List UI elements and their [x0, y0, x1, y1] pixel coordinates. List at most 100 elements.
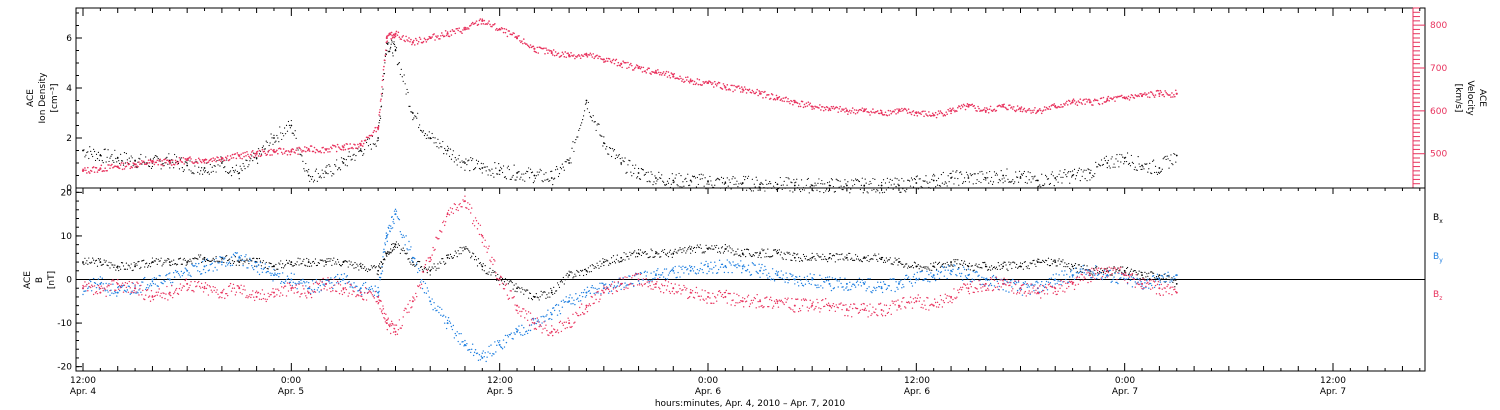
velocity-sample [90, 170, 93, 172]
by-sample [301, 282, 303, 284]
density-sample [1089, 179, 1091, 181]
bx-sample [609, 262, 611, 264]
density-point [498, 169, 501, 172]
velocity-sample [617, 61, 620, 64]
velocity-sample [1154, 94, 1157, 96]
velocity-sample [1003, 103, 1005, 106]
density-sample [306, 170, 308, 172]
bx-sample [235, 264, 237, 266]
bx-sample [93, 259, 95, 261]
by-sample [987, 285, 990, 287]
density-sample [1173, 152, 1175, 155]
bx-sample [1006, 268, 1008, 270]
b-tick-label: -20 [57, 363, 72, 373]
by-sample [493, 353, 495, 355]
density-sample [120, 153, 122, 155]
by-sample [978, 274, 980, 277]
bx-sample [249, 258, 251, 260]
by-sample [377, 294, 380, 297]
density-sample [122, 164, 125, 166]
by-sample [1055, 273, 1057, 275]
velocity-sample [1124, 97, 1127, 100]
density-sample [622, 160, 624, 162]
by-sample [886, 287, 889, 289]
by-sample [640, 272, 643, 275]
bx-sample [181, 263, 183, 265]
by-sample [804, 283, 807, 285]
velocity-axis-label-line-1: ACE [1477, 89, 1487, 107]
density-sample [1104, 159, 1106, 162]
velocity-sample [313, 146, 316, 149]
by-sample [182, 272, 185, 275]
bx-sample [937, 262, 940, 264]
density-sample [651, 173, 653, 175]
by-sample [384, 242, 386, 244]
bx-sample [496, 279, 498, 282]
bx-sample [794, 253, 796, 255]
density-sample [1175, 161, 1177, 163]
density-sample [378, 122, 380, 124]
density-sample [766, 183, 768, 185]
bx-sample [492, 269, 494, 272]
bx-sample [668, 251, 671, 253]
bx-sample [340, 265, 343, 267]
density-sample [985, 179, 987, 181]
velocity-sample [692, 83, 695, 86]
bx-sample [434, 266, 436, 268]
by-sample [495, 351, 497, 353]
bx-point [724, 248, 727, 250]
bx-sample [814, 258, 816, 260]
velocity-sample [570, 51, 572, 54]
density-sample [388, 42, 390, 44]
velocity-sample [1071, 99, 1074, 102]
bx-sample [634, 250, 636, 252]
velocity-sample [878, 112, 881, 115]
by-sample [944, 269, 946, 271]
velocity-sample [1038, 109, 1040, 111]
bx-sample [975, 263, 977, 265]
density-sample [695, 186, 698, 188]
velocity-sample [789, 102, 791, 105]
by-sample [837, 286, 839, 288]
bx-sample [213, 259, 215, 261]
density-sample [235, 164, 237, 166]
by-sample [742, 268, 744, 270]
velocity-sample [633, 67, 636, 70]
density-sample [795, 181, 797, 183]
velocity-sample [1068, 100, 1071, 103]
velocity-sample [268, 149, 270, 152]
density-sample [322, 172, 324, 175]
by-sample [867, 278, 869, 280]
bx-sample [626, 256, 628, 258]
velocity-sample [159, 158, 161, 161]
density-sample [1046, 178, 1049, 180]
bx-sample [571, 272, 573, 274]
density-sample [1097, 166, 1099, 168]
velocity-sample [667, 71, 670, 73]
by-sample [556, 314, 559, 316]
bx-sample [402, 247, 404, 249]
velocity-sample [294, 152, 296, 154]
bx-sample [1069, 267, 1071, 270]
by-sample [119, 285, 122, 288]
bx-sample [582, 274, 585, 277]
density-sample [105, 161, 107, 163]
velocity-sample [848, 109, 851, 112]
bx-sample [767, 248, 769, 250]
bx-sample [813, 255, 815, 258]
velocity-sample [239, 157, 242, 159]
by-sample [1028, 286, 1030, 288]
bx-point [134, 265, 136, 268]
velocity-sample [300, 149, 302, 151]
density-sample [847, 181, 849, 183]
density-sample [214, 165, 216, 167]
by-sample [443, 314, 445, 316]
by-sample [271, 272, 273, 275]
bx-sample [663, 248, 666, 251]
density-sample [417, 112, 419, 114]
bx-sample [124, 268, 127, 270]
density-sample [510, 178, 512, 180]
density-sample [319, 175, 321, 177]
by-sample [856, 280, 859, 282]
density-sample [547, 178, 549, 180]
